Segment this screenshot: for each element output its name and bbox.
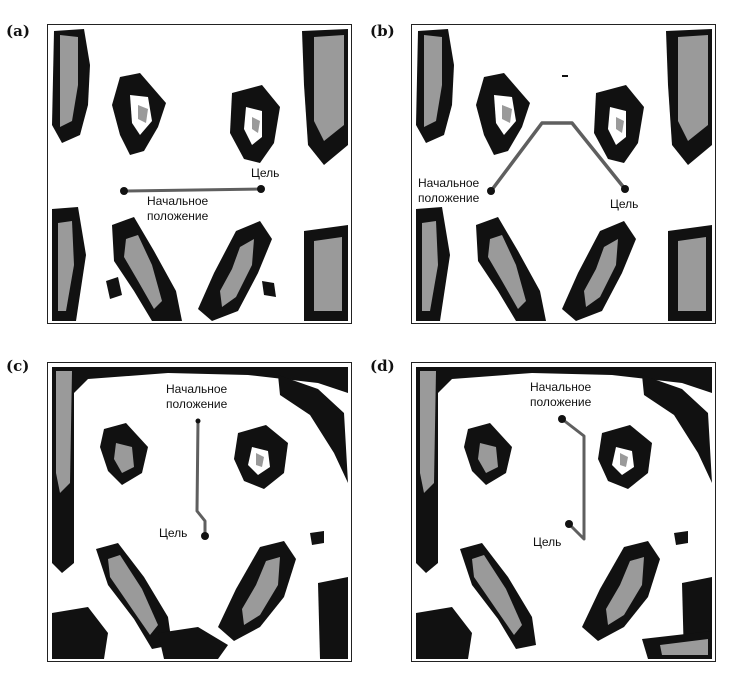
obstacles <box>416 29 712 321</box>
obstacles <box>416 367 712 659</box>
goal-label: Цель <box>610 197 638 211</box>
goal-point <box>201 532 209 540</box>
panel-a-map: Начальное положение Цель <box>52 29 348 321</box>
panel-c-tag: (c) <box>6 357 30 375</box>
start-label-line1: Начальное <box>166 382 228 396</box>
panel-d: Начальное положение Цель <box>411 362 716 662</box>
panel-a-tag: (a) <box>6 22 30 40</box>
goal-label: Цель <box>159 526 187 540</box>
panel-c-map: Начальное положение Цель <box>52 367 348 659</box>
goal-label: Цель <box>251 166 279 180</box>
start-label-line2: положение <box>147 209 209 223</box>
start-point <box>195 418 201 424</box>
panel-b-tag: (b) <box>370 22 395 40</box>
goal-point <box>257 185 265 193</box>
panel-b: Начальное положение Цель <box>411 24 716 324</box>
panel-a: Начальное положение Цель <box>47 24 352 324</box>
obstacles <box>52 367 348 659</box>
panel-c: Начальное положение Цель <box>47 362 352 662</box>
path-line <box>123 187 262 193</box>
panel-d-map: Начальное положение Цель <box>416 367 712 659</box>
panel-d-tag: (d) <box>370 357 395 375</box>
panel-b-map: Начальное положение Цель <box>416 29 712 321</box>
path-line <box>561 417 586 541</box>
path-line <box>489 121 627 193</box>
goal-label: Цель <box>533 535 561 549</box>
start-point <box>558 415 566 423</box>
goal-point <box>565 520 573 528</box>
start-label-line2: положение <box>530 395 592 409</box>
start-label-line2: положение <box>166 397 228 411</box>
start-point <box>487 187 495 195</box>
start-label-line2: положение <box>418 191 480 205</box>
start-point <box>120 187 128 195</box>
path-line <box>195 420 207 536</box>
goal-point <box>621 185 629 193</box>
start-label-line1: Начальное <box>147 194 209 208</box>
start-label-line1: Начальное <box>530 380 592 394</box>
obstacles <box>52 29 348 321</box>
start-label-line1: Начальное <box>418 176 480 190</box>
